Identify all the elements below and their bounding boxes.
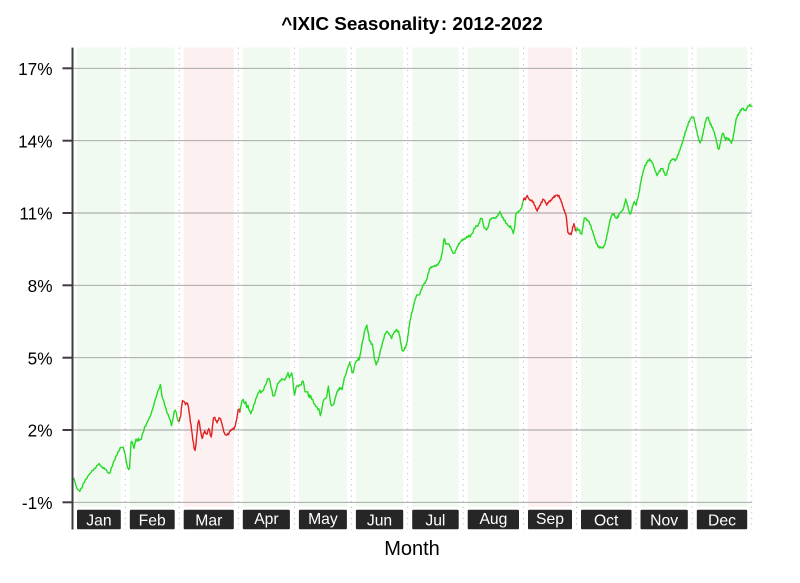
svg-text:Aug: Aug [479, 511, 507, 528]
svg-text:Oct: Oct [594, 513, 619, 530]
svg-text:Dec: Dec [708, 513, 736, 530]
svg-text:Mar: Mar [195, 513, 222, 530]
svg-text:Jan: Jan [86, 513, 111, 530]
svg-text:Apr: Apr [254, 511, 278, 528]
svg-text:-1%: -1% [22, 493, 53, 513]
svg-text:5%: 5% [28, 348, 53, 368]
svg-text:8%: 8% [28, 276, 53, 296]
svg-text:17%: 17% [18, 59, 52, 79]
svg-text:Jul: Jul [425, 513, 445, 530]
svg-text:2%: 2% [28, 421, 53, 441]
svg-text:^IXIC Seasonality : 2012-2022: ^IXIC Seasonality : 2012-2022 [281, 14, 542, 35]
svg-text:Sep: Sep [536, 511, 564, 528]
svg-text:Jun: Jun [367, 513, 392, 530]
svg-text:Nov: Nov [650, 513, 678, 530]
svg-text:Feb: Feb [139, 513, 166, 530]
svg-text:May: May [308, 511, 338, 528]
svg-text:Month: Month [384, 538, 440, 560]
svg-text:14%: 14% [18, 131, 52, 151]
svg-text:11%: 11% [19, 204, 52, 224]
